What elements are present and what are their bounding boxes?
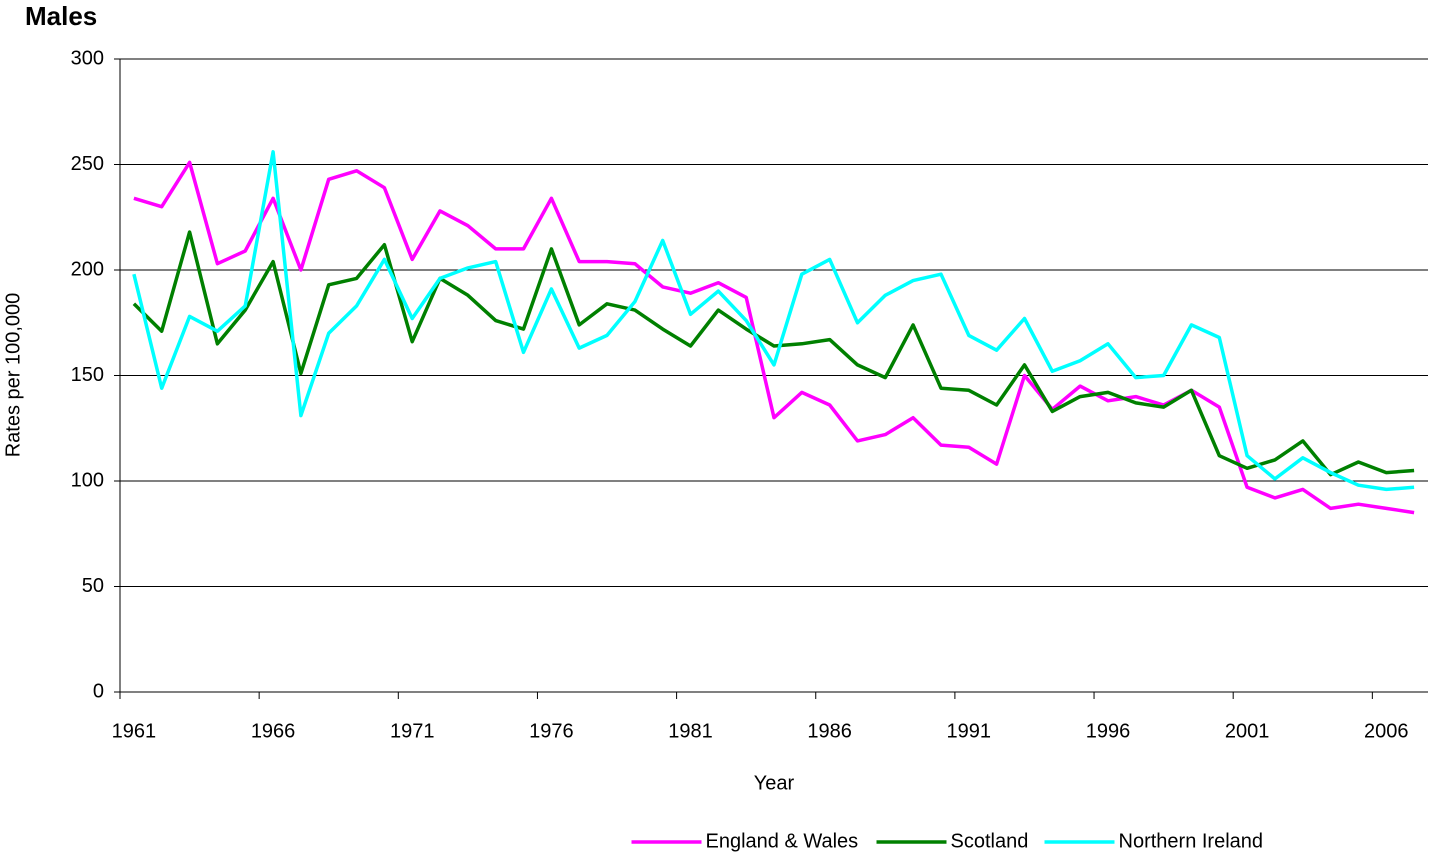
x-tick-label: 1961	[112, 720, 157, 742]
line-series	[133, 160, 1415, 515]
y-tick-label: 300	[71, 47, 104, 69]
x-axis-label: Year	[754, 772, 795, 794]
x-tick-label: 2006	[1364, 720, 1409, 742]
x-tick-label: 1996	[1086, 720, 1131, 742]
legend-label: Scotland	[951, 830, 1029, 852]
x-tick-label: 2001	[1225, 720, 1270, 742]
legend-label: England & Wales	[706, 830, 859, 852]
line-series	[132, 230, 1415, 477]
y-tick-label: 50	[82, 575, 104, 597]
x-tick-label: 1991	[947, 720, 992, 742]
x-tick-label: 1986	[807, 720, 852, 742]
y-tick-label: 100	[71, 469, 104, 491]
y-tick-label: 200	[71, 258, 104, 280]
chart-title: Males	[25, 1, 97, 31]
y-axis-label: Rates per 100,000	[2, 293, 24, 458]
x-tick-label: 1981	[668, 720, 713, 742]
legend-label: Northern Ireland	[1119, 830, 1264, 852]
x-tick-label: 1976	[529, 720, 574, 742]
y-tick-label: 250	[71, 153, 104, 175]
x-tick-label: 1966	[251, 720, 296, 742]
x-tick-label: 1971	[390, 720, 435, 742]
y-tick-label: 150	[71, 364, 104, 386]
y-tick-label: 0	[93, 680, 104, 702]
line-series	[132, 150, 1415, 492]
